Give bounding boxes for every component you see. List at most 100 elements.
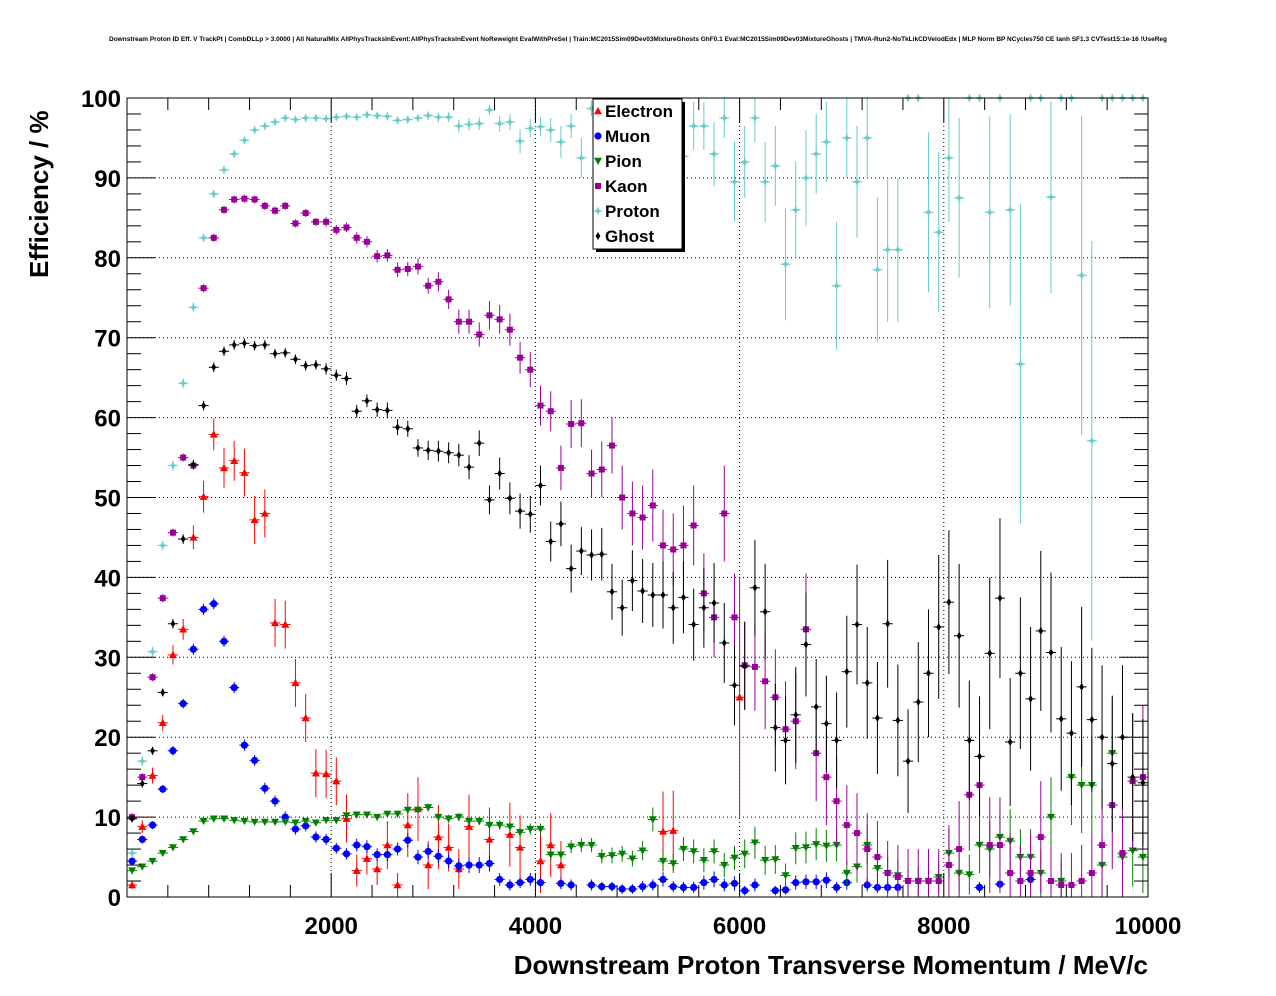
data-point-electron bbox=[516, 843, 525, 851]
data-point-kaon bbox=[486, 312, 493, 319]
data-point-kaon bbox=[578, 420, 585, 427]
data-point-electron bbox=[485, 835, 494, 843]
data-point-pion bbox=[373, 813, 382, 822]
data-point-pion bbox=[699, 857, 708, 865]
series-ghost bbox=[127, 338, 1148, 847]
data-point-muon bbox=[393, 845, 402, 853]
data-point-muon bbox=[669, 883, 677, 891]
data-point-pion bbox=[322, 817, 331, 825]
data-point-ghost bbox=[425, 446, 431, 455]
data-point-muon bbox=[342, 850, 351, 858]
data-point-kaon bbox=[139, 774, 146, 781]
data-point-pion bbox=[556, 851, 565, 859]
data-point-muon bbox=[322, 835, 330, 844]
data-point-pion bbox=[832, 841, 841, 850]
data-point-pion bbox=[720, 861, 729, 870]
data-point-proton bbox=[352, 112, 362, 122]
data-point-kaon bbox=[986, 842, 993, 849]
data-point-ghost bbox=[293, 355, 298, 364]
data-point-muon bbox=[557, 879, 565, 888]
data-point-proton bbox=[883, 245, 893, 255]
data-point-muon bbox=[741, 887, 749, 895]
data-point-muon bbox=[781, 886, 790, 894]
data-point-muon bbox=[332, 844, 340, 852]
data-point-proton bbox=[495, 118, 505, 129]
data-point-ghost bbox=[323, 364, 329, 373]
data-point-pion bbox=[812, 841, 821, 849]
data-point-kaon bbox=[1017, 878, 1024, 885]
legend-marker-proton bbox=[593, 206, 603, 216]
data-point-kaon bbox=[1119, 850, 1126, 857]
data-point-muon bbox=[730, 879, 739, 888]
data-point-muon bbox=[608, 883, 616, 891]
data-point-pion bbox=[801, 844, 810, 852]
data-point-pion bbox=[281, 818, 290, 826]
data-point-ghost bbox=[190, 460, 196, 469]
data-point-muon bbox=[414, 853, 422, 861]
data-point-pion bbox=[689, 848, 698, 856]
data-point-proton bbox=[546, 125, 556, 135]
data-point-kaon bbox=[547, 408, 554, 415]
data-point-electron bbox=[179, 625, 188, 633]
data-point-electron bbox=[659, 827, 668, 835]
data-point-proton bbox=[158, 540, 168, 551]
data-point-kaon bbox=[302, 210, 309, 217]
legend-marker-pion bbox=[594, 157, 602, 165]
data-point-kaon bbox=[455, 318, 462, 325]
data-point-ghost bbox=[313, 360, 319, 369]
data-point-proton bbox=[780, 259, 791, 269]
data-point-ghost bbox=[415, 443, 421, 452]
data-point-kaon bbox=[210, 234, 217, 241]
data-point-ghost bbox=[303, 361, 309, 370]
data-point-electron bbox=[230, 456, 239, 464]
data-point-pion bbox=[669, 860, 678, 868]
data-point-kaon bbox=[925, 878, 932, 885]
data-point-pion bbox=[168, 844, 177, 852]
axes: 0 10 20 30 40 50 60 70 80 90 100 2000 4000 6000 8000 10… bbox=[81, 86, 1181, 940]
data-point-kaon bbox=[1007, 870, 1014, 877]
data-point-proton bbox=[209, 189, 219, 199]
data-point-muon bbox=[312, 833, 320, 841]
data-point-ghost bbox=[150, 746, 155, 755]
data-point-proton bbox=[556, 137, 566, 147]
data-point-kaon bbox=[854, 830, 861, 837]
data-point-muon bbox=[291, 825, 300, 833]
data-point-pion bbox=[505, 823, 514, 831]
data-point-kaon bbox=[149, 674, 156, 681]
data-point-kaon bbox=[905, 878, 912, 885]
y-tick-label: 80 bbox=[94, 246, 121, 273]
data-point-pion bbox=[659, 857, 668, 866]
data-point-proton bbox=[127, 848, 137, 858]
data-point-pion bbox=[495, 821, 504, 830]
data-point-ghost bbox=[711, 598, 717, 607]
data-point-muon bbox=[373, 851, 381, 859]
data-point-proton bbox=[423, 110, 433, 121]
data-point-electron bbox=[260, 509, 269, 517]
data-point-pion bbox=[740, 850, 749, 858]
data-point-proton bbox=[862, 133, 872, 143]
data-point-electron bbox=[291, 678, 300, 687]
legend-label-electron: Electron bbox=[605, 102, 673, 121]
data-point-kaon bbox=[169, 529, 176, 536]
data-point-muon bbox=[189, 645, 197, 653]
data-point-muon bbox=[261, 784, 269, 792]
data-point-proton bbox=[321, 114, 331, 124]
data-point-kaon bbox=[1088, 870, 1095, 877]
data-point-kaon bbox=[394, 266, 401, 273]
data-point-kaon bbox=[588, 470, 595, 477]
data-point-kaon bbox=[649, 502, 656, 509]
data-point-pion bbox=[761, 857, 770, 865]
data-point-kaon bbox=[1027, 870, 1034, 877]
data-point-proton bbox=[934, 227, 944, 237]
data-point-proton bbox=[923, 207, 934, 217]
data-point-ghost bbox=[987, 649, 993, 658]
data-point-muon bbox=[148, 821, 157, 829]
data-point-muon bbox=[506, 881, 514, 889]
data-point-proton bbox=[474, 118, 484, 129]
data-point-proton bbox=[740, 157, 750, 167]
data-point-proton bbox=[168, 460, 178, 471]
data-point-proton bbox=[586, 103, 597, 113]
data-point-muon bbox=[251, 756, 259, 764]
data-point-kaon bbox=[200, 285, 207, 292]
legend: Electron Muon Pion Kaon Proton Ghost bbox=[592, 98, 685, 252]
